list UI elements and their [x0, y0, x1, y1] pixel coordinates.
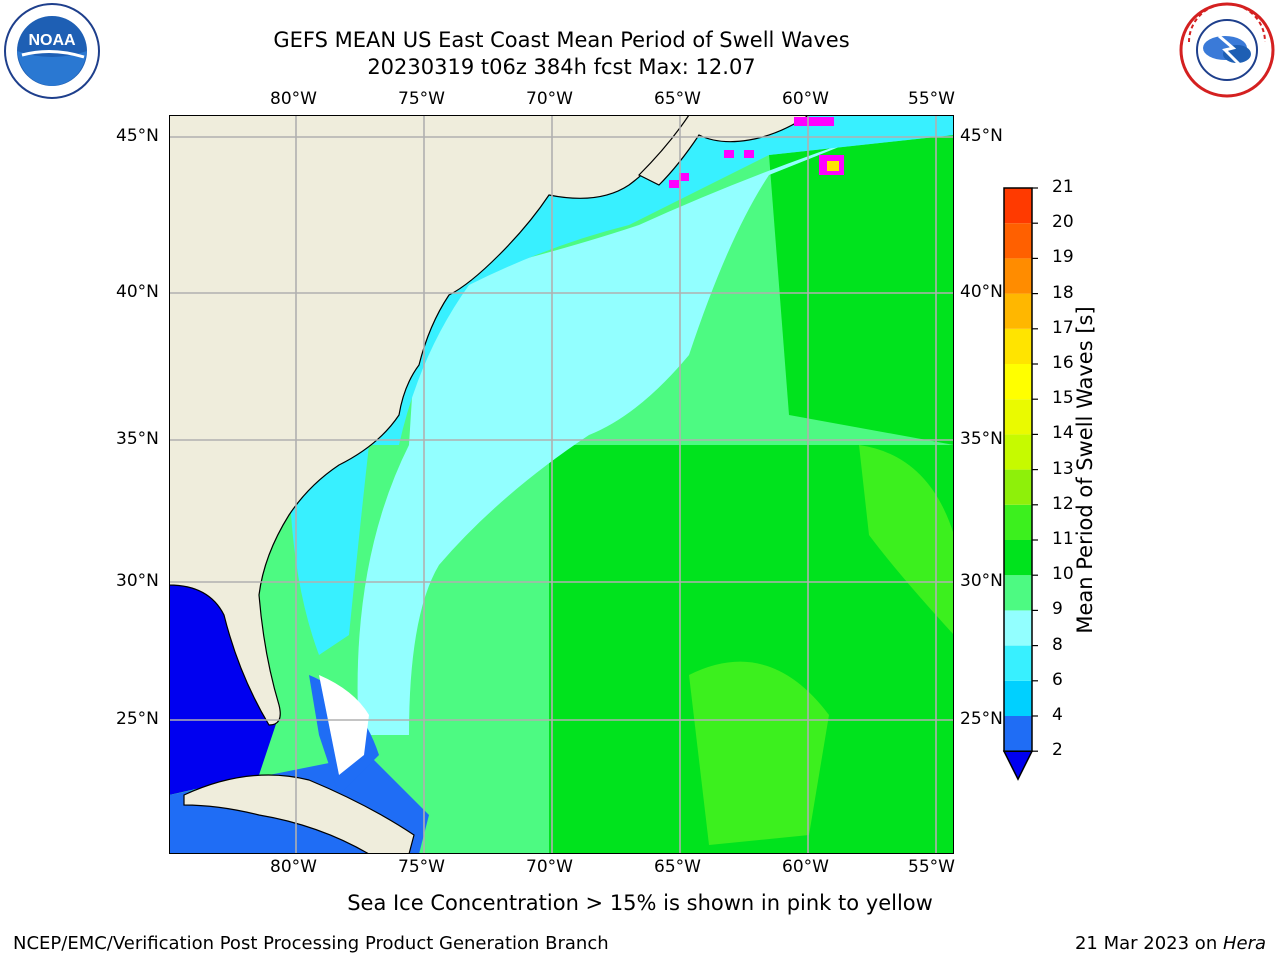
colorbar-segment	[1004, 540, 1032, 576]
colorbar-tick-label: 6	[1052, 669, 1063, 690]
colorbar-segment	[1004, 645, 1032, 681]
colorbar-segment	[1004, 328, 1032, 364]
colorbar-segment	[1004, 716, 1032, 752]
graticule	[169, 115, 954, 854]
colorbar-tick-label: 13	[1052, 458, 1074, 479]
footer-host: Hera	[1222, 933, 1266, 954]
colorbar-tick-label: 20	[1052, 212, 1074, 233]
lon-label-bottom: 60°W	[782, 857, 829, 877]
colorbar-tick-label: 15	[1052, 388, 1074, 409]
swell-period-map	[169, 115, 954, 854]
lat-label-right: 40°N	[960, 282, 1003, 302]
lat-label-right: 45°N	[960, 126, 1003, 146]
colorbar-tick-label: 14	[1052, 423, 1074, 444]
chart-title: GEFS MEAN US East Coast Mean Period of S…	[273, 28, 850, 52]
colorbar-segment	[1004, 469, 1032, 505]
lon-label-bottom: 80°W	[270, 857, 317, 877]
lon-label-bottom: 70°W	[526, 857, 573, 877]
colorbar-tick-label: 8	[1052, 634, 1063, 655]
colorbar-segment	[1004, 575, 1032, 611]
colorbar-segment	[1004, 504, 1032, 540]
lon-label-top: 75°W	[398, 89, 445, 109]
colorbar-segment	[1004, 223, 1032, 259]
lon-label-top: 55°W	[908, 89, 955, 109]
colorbar-segment	[1004, 610, 1032, 646]
colorbar-segment	[1004, 364, 1032, 400]
colorbar-segment	[1004, 434, 1032, 470]
colorbar-label: Mean Period of Swell Waves [s]	[1073, 306, 1097, 634]
colorbar-tick-label: 2	[1052, 740, 1063, 761]
lat-label-right: 25°N	[960, 709, 1003, 729]
nws-logo-icon	[1179, 2, 1275, 98]
lon-label-top: 80°W	[270, 89, 317, 109]
footer-date: 21 Mar 2023 on Hera	[1075, 933, 1266, 954]
colorbar-tick-label: 18	[1052, 282, 1074, 303]
lon-label-top: 60°W	[782, 89, 829, 109]
noaa-logo-icon: NOAA	[4, 3, 100, 99]
noaa-logo-text: NOAA	[28, 32, 76, 49]
colorbar-tick-label: 12	[1052, 493, 1074, 514]
lon-label-bottom: 75°W	[398, 857, 445, 877]
footer-credit: NCEP/EMC/Verification Post Processing Pr…	[13, 933, 609, 954]
colorbar-tick-label: 9	[1052, 599, 1063, 620]
lon-label-top: 70°W	[526, 89, 573, 109]
colorbar-tick-label: 16	[1052, 353, 1074, 373]
footer-date-text: 21 Mar 2023 on	[1074, 933, 1223, 954]
sea-ice-note-text: Sea Ice Concentration > 15% is shown in …	[347, 891, 933, 915]
colorbar-under-arrow	[1002, 750, 1034, 781]
colorbar-segment	[1004, 293, 1032, 329]
sea-ice-note: Sea Ice Concentration > 15% is shown in …	[0, 891, 1280, 915]
lon-label-bottom: 65°W	[654, 857, 701, 877]
colorbar-tick-label: 11	[1052, 529, 1074, 549]
colorbar-segment	[1004, 188, 1032, 224]
lon-label-top: 65°W	[654, 89, 701, 109]
lat-label-left: 25°N	[116, 709, 159, 729]
lat-label-left: 30°N	[116, 571, 159, 591]
lat-label-left: 35°N	[116, 429, 159, 449]
colorbar-segment	[1004, 680, 1032, 716]
colorbar-tick-label: 4	[1052, 705, 1063, 725]
colorbar-tick-label: 17	[1052, 317, 1074, 338]
lat-label-left: 40°N	[116, 282, 159, 302]
colorbar-tick-label: 10	[1052, 564, 1074, 585]
colorbar-tick-label: 19	[1052, 247, 1074, 268]
colorbar-tick-label: 21	[1052, 177, 1074, 197]
lat-label-right: 35°N	[960, 429, 1003, 449]
lat-label-left: 45°N	[116, 126, 159, 146]
lat-label-right: 30°N	[960, 571, 1003, 591]
lon-label-bottom: 55°W	[908, 857, 955, 877]
colorbar-segment	[1004, 399, 1032, 435]
colorbar-segment	[1004, 258, 1032, 294]
chart-subtitle: 20230319 t06z 384h fcst Max: 12.07	[367, 55, 756, 79]
colorbar	[1002, 187, 1038, 781]
